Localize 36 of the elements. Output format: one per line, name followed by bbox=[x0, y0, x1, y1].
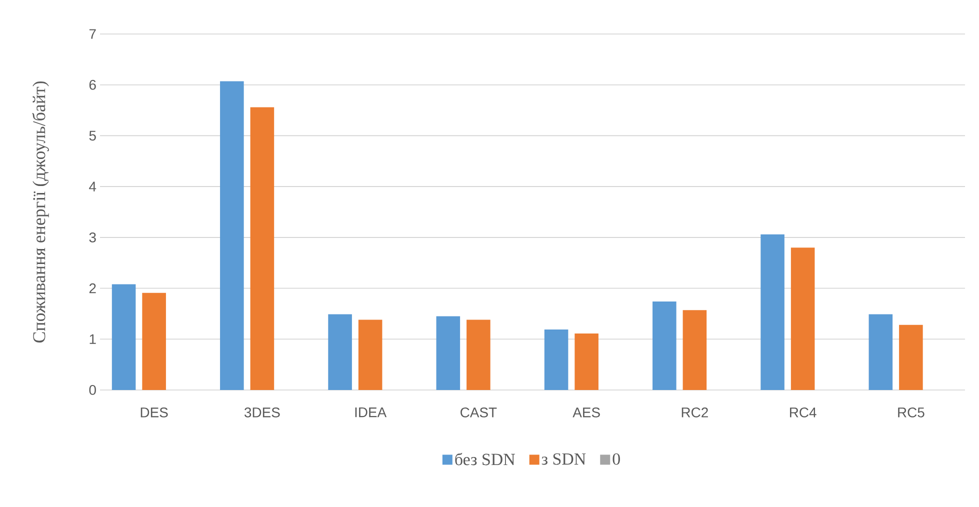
bar bbox=[760, 234, 784, 390]
y-tick-label: 1 bbox=[90, 334, 96, 344]
x-tick-label: RC2 bbox=[682, 407, 708, 418]
bar bbox=[574, 334, 598, 390]
bar bbox=[544, 329, 568, 390]
x-tick-label: DES bbox=[140, 407, 168, 418]
legend-label: з SDN bbox=[542, 453, 586, 465]
y-tick-label: 7 bbox=[89, 29, 96, 39]
y-tick-label: 6 bbox=[89, 80, 96, 90]
bar bbox=[682, 310, 707, 390]
x-tick-label: AES bbox=[572, 407, 600, 418]
bar bbox=[899, 324, 923, 390]
legend-label: 0 bbox=[612, 453, 620, 465]
x-tick-label: 3DES bbox=[244, 407, 280, 418]
y-tick-label: 0 bbox=[89, 385, 96, 395]
bar bbox=[112, 284, 136, 390]
y-axis-title: Споживання енергії (джоуль/байт) bbox=[32, 81, 49, 343]
bar bbox=[790, 248, 815, 390]
x-tick-label: CAST bbox=[460, 407, 497, 418]
y-tick-label: 3 bbox=[89, 232, 96, 242]
y-tick-label: 2 bbox=[89, 283, 96, 294]
bar bbox=[868, 314, 893, 390]
x-tick-label: IDEA bbox=[355, 408, 387, 418]
y-tick-label: 5 bbox=[89, 130, 96, 141]
bar bbox=[142, 292, 166, 390]
bar bbox=[358, 320, 382, 390]
bar bbox=[652, 301, 676, 390]
bar bbox=[220, 81, 244, 390]
bar bbox=[328, 314, 352, 390]
x-tick-label: RC5 bbox=[898, 407, 924, 418]
bar bbox=[436, 316, 460, 390]
bar bbox=[466, 320, 490, 390]
x-tick-label: RC4 bbox=[790, 407, 816, 418]
y-tick-label: 4 bbox=[89, 182, 96, 192]
bar bbox=[250, 107, 274, 390]
legend-label: без SDN bbox=[455, 452, 515, 466]
